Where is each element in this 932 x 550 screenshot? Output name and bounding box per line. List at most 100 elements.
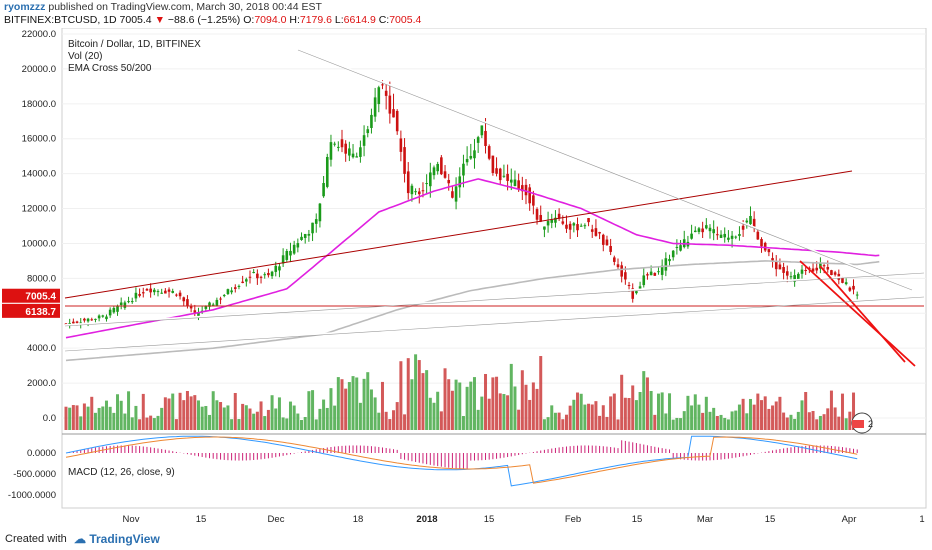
volume-bar [535,388,539,430]
candle-body [127,301,130,303]
flag-badge[interactable]: 2 [851,412,873,434]
volume-bar [79,416,83,430]
badge-count: 2 [868,419,873,429]
candle-body [826,267,830,270]
tradingview-logo[interactable]: ☁ TradingView [74,532,160,546]
candle-body [605,239,609,246]
time-axis: Nov 15 Dec 18 2018 15 Feb 15 Mar 15 Apr 1 [123,514,925,525]
candle-body [462,163,465,176]
volume-bar [377,412,381,430]
candle-body [763,242,767,251]
candle-body [583,225,587,227]
trendline-drawings [64,48,925,367]
price-tick-label: 8000.0 [27,273,56,284]
candle-body [653,273,657,276]
volume-bar [576,392,580,430]
candle-body [738,234,741,236]
candle-body [417,191,421,195]
candle-body [572,223,576,226]
volume-bar [616,419,620,430]
candle-body [557,213,561,219]
high-label: H: [289,14,300,26]
volume-bar [671,419,675,430]
candle-body [171,291,175,293]
price-tags: 7005.4 6138.7 [2,288,60,318]
volume-bar [844,418,848,430]
candle-body [554,217,557,223]
close-label: C: [378,14,390,26]
candle-body [767,249,771,253]
candle-body [300,236,303,240]
volume-bar [86,406,90,430]
candle-body [561,221,565,224]
volume-bar [292,405,296,430]
volume-bar [248,408,252,430]
volume-bar [300,419,304,430]
candle-body [281,255,285,264]
candle-body [75,321,79,323]
volume-bar [64,406,68,430]
volume-bar [112,412,116,430]
volume-bar [498,393,502,430]
trendline [64,170,853,299]
candle-body [83,318,86,321]
candle-body [690,233,693,239]
candle-body [671,250,675,258]
volume-bar [182,400,186,430]
volume-bar [222,407,226,430]
volume-bar [612,393,616,430]
volume-bar [104,400,108,430]
candle-body [620,265,623,277]
volume-bar [425,370,429,430]
candle-body [638,286,642,291]
symbol-label: BITFINEX:BTCUSD, 1D [4,14,117,26]
volume-bar [638,391,642,430]
candle-body [693,230,697,233]
volume-bar [774,401,778,430]
candle-body [292,244,296,254]
candle-body [436,163,439,172]
volume-bar [244,405,248,430]
volume-bar [645,377,649,430]
volume-bar [461,416,465,430]
volume-bar [594,401,598,430]
author-link[interactable]: ryomzzz [4,1,46,13]
candle-body [384,90,388,96]
volume-bar [465,386,469,430]
time-tick-label: 18 [353,514,364,525]
candle-body [156,291,160,293]
volume-bar [767,408,771,430]
volume-bar [71,405,75,430]
candle-body [366,129,370,134]
created-with-text: Created with [5,533,67,545]
volume-bar [366,372,370,430]
volume-bar [502,394,506,430]
candle-body [528,187,531,204]
candle-body [811,268,815,272]
volume-bar [307,391,311,430]
candle-body [175,294,178,296]
candle-body [594,228,598,236]
volume-bar [708,411,712,430]
price-tick-label: 12000.0 [22,204,56,215]
volume-bar [200,406,204,430]
volume-bar [428,397,432,430]
volume-bar [620,374,624,430]
candle-body [716,234,719,236]
volume-bar [472,377,476,430]
volume-bar [693,394,697,430]
price-change: −88.6 (−1.25%) [167,14,241,26]
volume-bar [226,405,230,430]
candle-body [509,179,513,183]
time-tick-label: 15 [484,514,495,525]
volume-bar [303,417,307,430]
volume-bar [277,397,281,430]
candle-body [822,265,826,267]
candle-body [211,304,215,306]
candle-body [311,222,314,234]
volume-bar [447,379,451,430]
candle-body [72,321,75,324]
candle-body [215,299,219,306]
price-chart[interactable]: 22000.020000.018000.016000.014000.012000… [0,28,932,528]
candle-body [723,233,727,238]
